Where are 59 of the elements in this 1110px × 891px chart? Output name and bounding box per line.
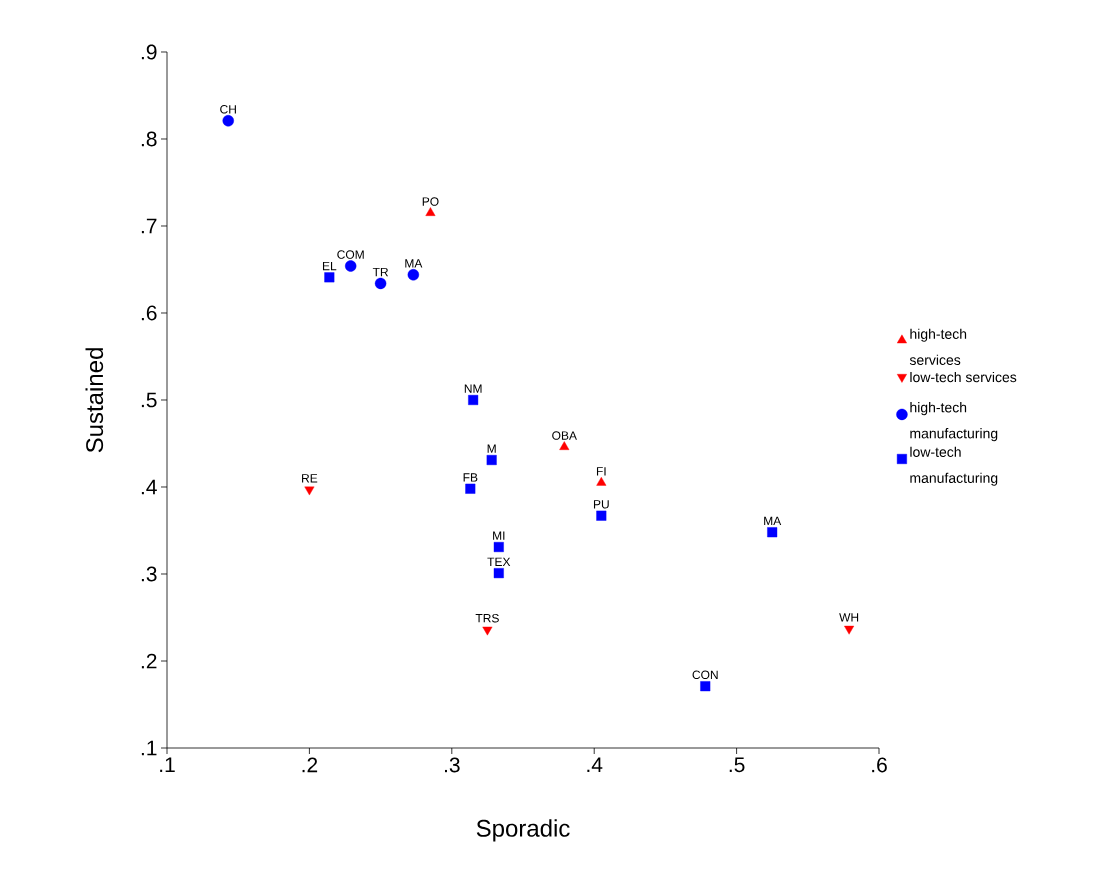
annotation: MI — [493, 531, 505, 540]
y-tick-label: .3 — [141, 566, 157, 582]
x-tick-label: .1 — [160, 757, 175, 772]
legend-label: high-tech services — [909, 328, 967, 365]
legend-label: low-tech manufacturing — [910, 446, 998, 486]
y-tick-label: .4 — [141, 479, 157, 495]
annotation: FB — [463, 473, 478, 482]
point — [559, 441, 570, 450]
y-tick-label: .2 — [141, 653, 157, 669]
point — [345, 260, 357, 272]
annotation: MA — [764, 516, 782, 526]
point — [482, 626, 493, 636]
x-tick-label: .4 — [587, 757, 603, 772]
x-tick-label: .6 — [872, 757, 887, 773]
y-tick-label: .1 — [141, 740, 157, 756]
annotation: PO — [422, 197, 439, 206]
point — [596, 476, 607, 486]
point — [304, 486, 315, 496]
x-tick-label: .5 — [729, 757, 745, 773]
legend-label: low-tech services — [910, 371, 1017, 383]
annotation: PU — [593, 500, 609, 509]
point — [493, 568, 504, 579]
y-tick-label: .7 — [141, 218, 157, 234]
y-tick-label: .5 — [141, 392, 157, 408]
annotation: TRS — [475, 613, 499, 623]
point — [468, 395, 479, 405]
annotation: OBA — [552, 431, 577, 440]
x-tick-label: .2 — [302, 757, 318, 773]
point — [222, 115, 234, 127]
point — [425, 207, 436, 216]
y-axis-title: Sustained — [85, 348, 104, 453]
x-axis-title: Sporadic — [476, 819, 570, 842]
annotation: CON — [692, 670, 718, 680]
point — [324, 272, 335, 283]
annotation: RE — [302, 474, 318, 483]
annotation: WH — [839, 613, 859, 622]
point — [465, 483, 476, 494]
annotation: TR — [372, 267, 389, 277]
annotation: FI — [596, 467, 606, 476]
annotation: EL — [322, 261, 337, 271]
y-tick-label: .9 — [141, 44, 157, 60]
y-tick-label: .8 — [141, 131, 157, 147]
annotation: TEX — [487, 557, 511, 566]
point — [844, 625, 855, 635]
annotation: NM — [464, 384, 482, 393]
point — [700, 681, 711, 692]
x-tick-label: .3 — [444, 757, 460, 773]
point — [493, 542, 504, 553]
point — [374, 277, 387, 290]
annotation: MA — [405, 259, 423, 268]
point — [767, 527, 778, 538]
annotation: M — [487, 444, 496, 453]
point — [596, 510, 607, 521]
annotation: CH — [220, 105, 236, 114]
point — [486, 455, 497, 466]
legend-label: high-tech manufacturing — [910, 402, 998, 442]
point — [407, 269, 420, 281]
y-tick-label: .6 — [141, 305, 157, 321]
annotation: COM — [337, 250, 364, 259]
